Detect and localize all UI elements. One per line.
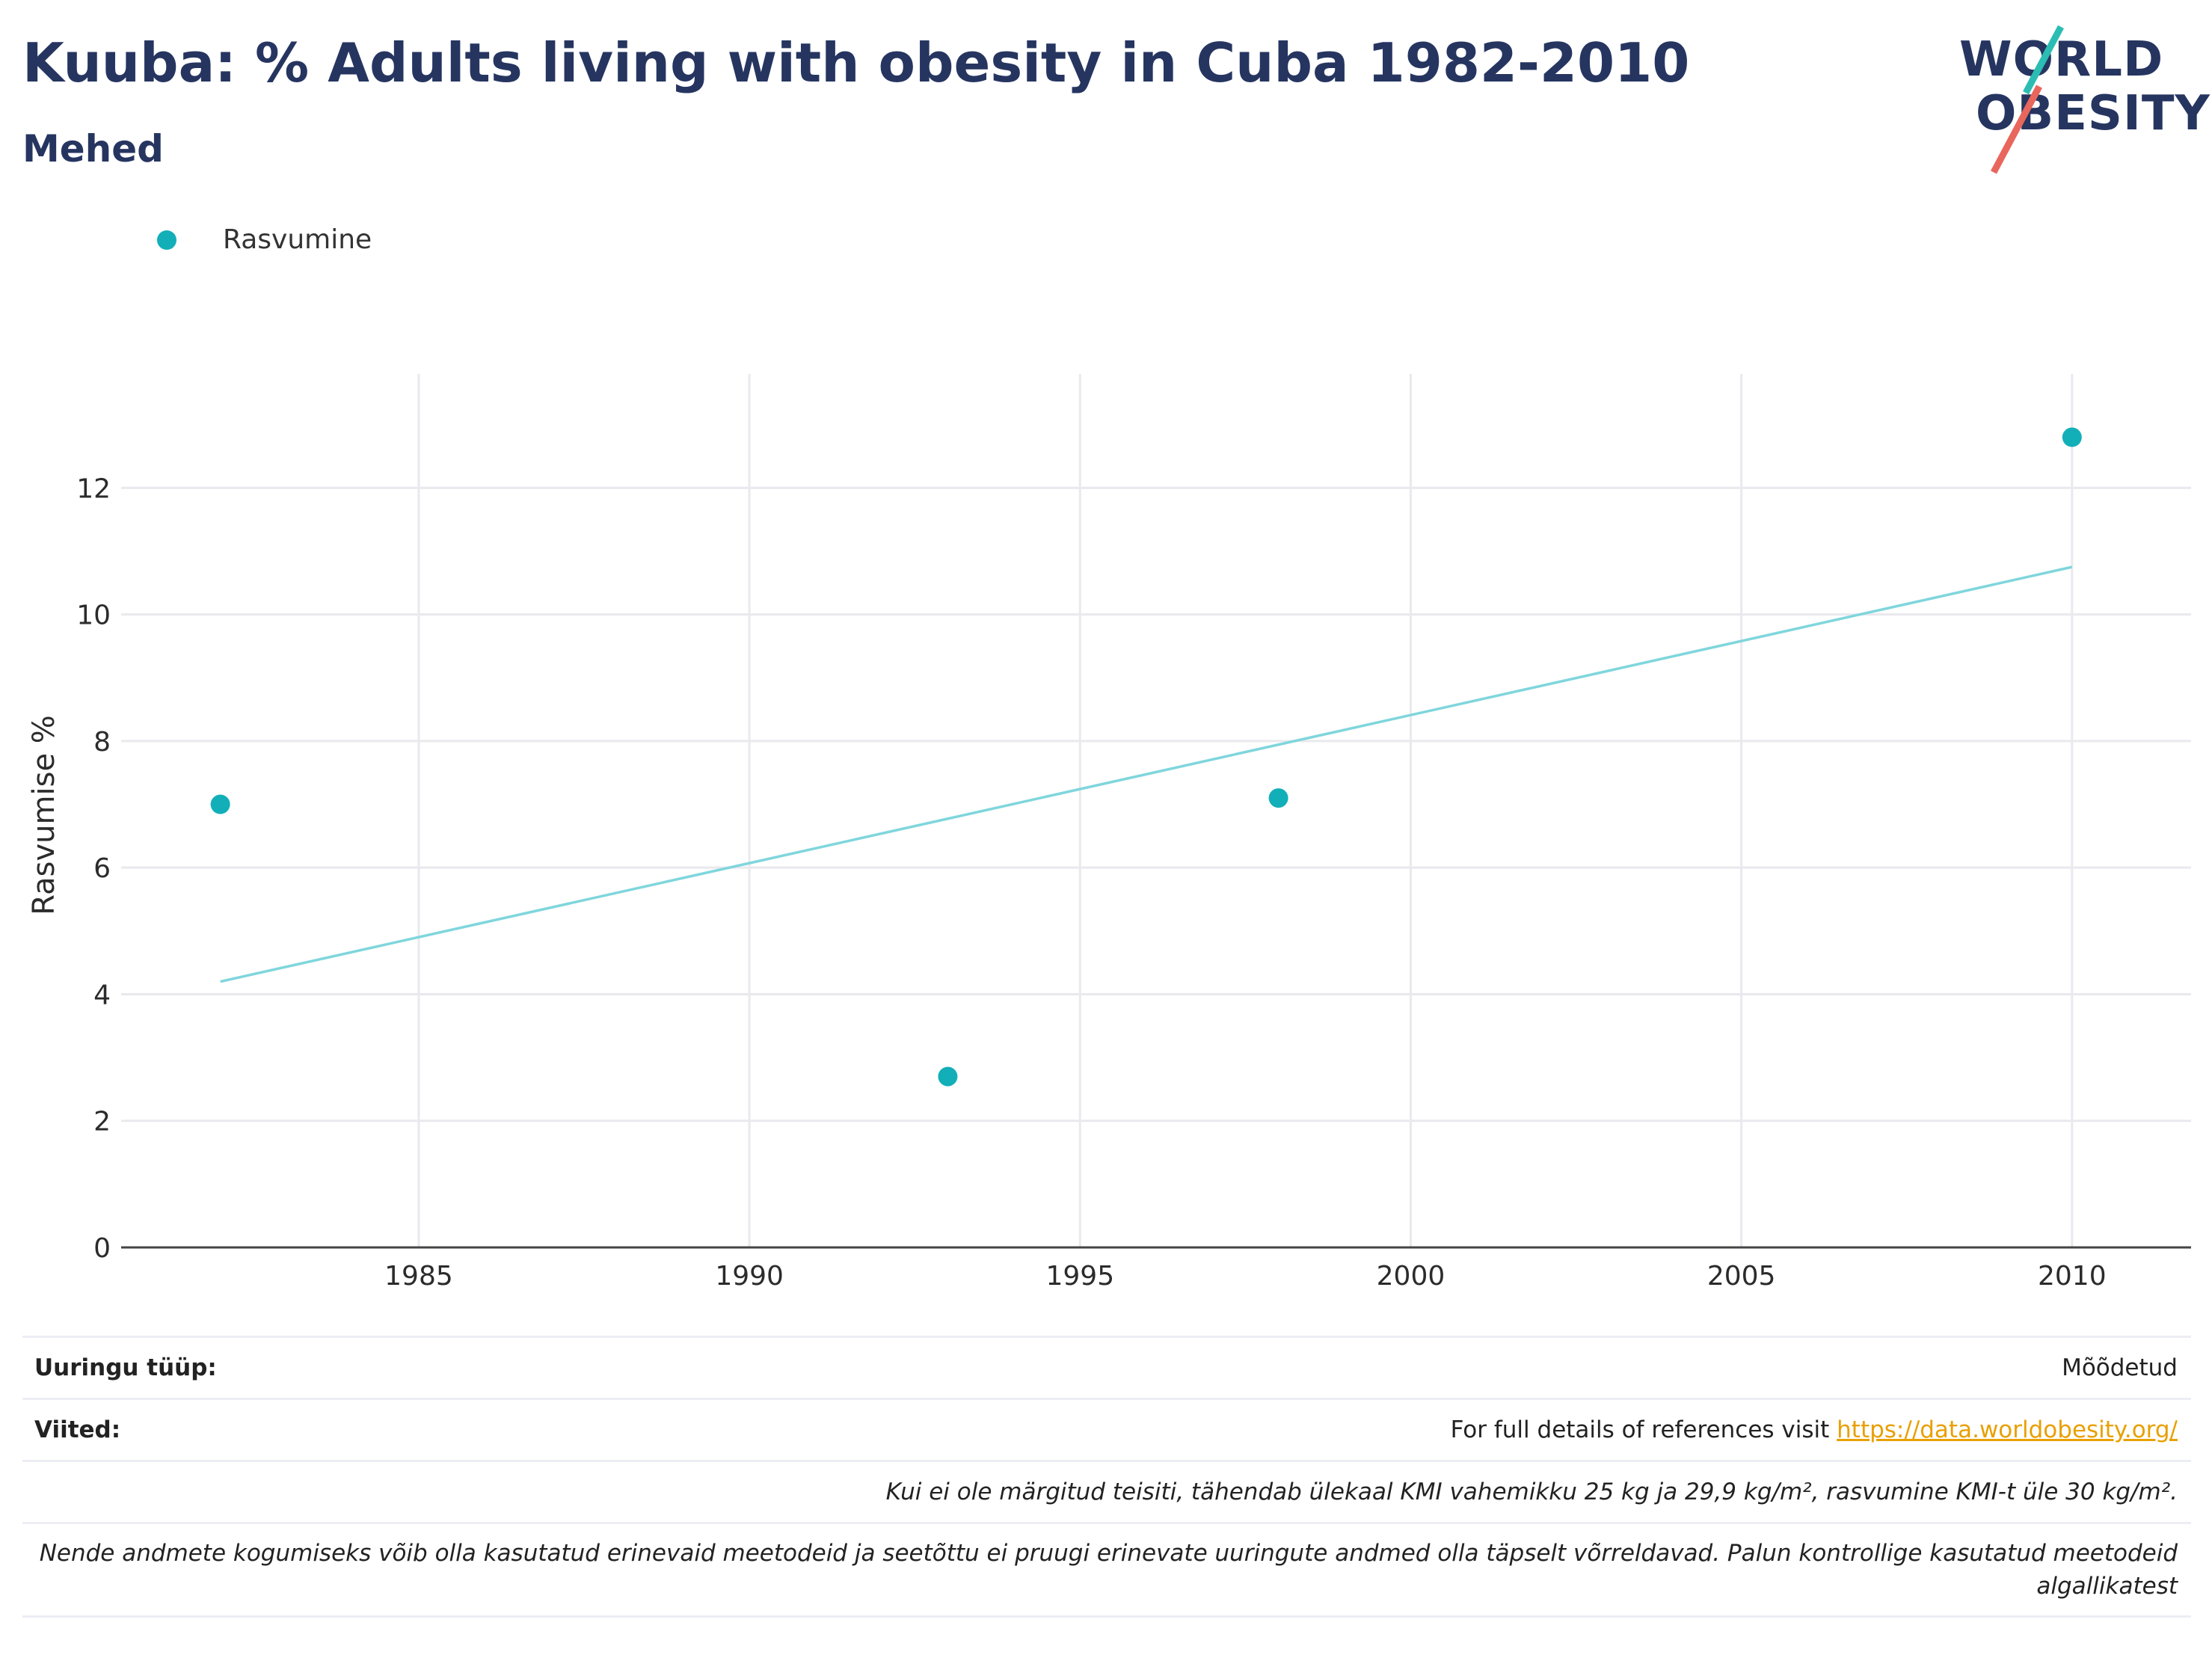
chart-legend[interactable]: Rasvumine	[157, 224, 372, 255]
survey-type-label: Uuringu tüüp:	[34, 1354, 217, 1381]
footer-row-note-methods: Nende andmete kogumiseks võib olla kasut…	[22, 1522, 2191, 1618]
trend-line	[220, 565, 2073, 983]
references-value: For full details of references visit htt…	[1451, 1416, 2178, 1443]
logo-line-world: WORLD	[1959, 32, 2164, 87]
x-tick-label: 2005	[1707, 1261, 1776, 1292]
x-tick-label: 2000	[1377, 1261, 1446, 1292]
trend-layer	[220, 565, 2073, 983]
references-link[interactable]: https://data.worldobesity.org/	[1837, 1416, 2178, 1443]
point-layer	[210, 427, 2082, 1087]
methods-note-line1: Nende andmete kogumiseks võib olla kasut…	[39, 1540, 2178, 1567]
methods-note-line2: algallikatest	[2036, 1573, 2178, 1600]
legend-marker-rasvumine	[157, 230, 176, 250]
methods-note: Nende andmete kogumiseks võib olla kasut…	[40, 1537, 2178, 1603]
chart-subtitle: Mehed	[22, 127, 164, 171]
y-axis-label: Rasvumise %	[27, 715, 61, 915]
grid-layer	[121, 374, 2191, 1247]
footer-row-survey-type: Uuringu tüüp: Mõõdetud	[22, 1336, 2191, 1398]
y-tick-label: 0	[93, 1233, 111, 1264]
data-point-1993[interactable]	[938, 1066, 958, 1087]
chart-svg: 0 2 4 6 8 10 12 1985 1990 1995 2000 2005 2010 Rasvum…	[27, 374, 2191, 1292]
y-tick-label: 12	[76, 473, 111, 504]
x-tick-label: 2010	[2038, 1261, 2107, 1292]
data-point-1998[interactable]	[1268, 788, 1288, 808]
x-tick-label: 1995	[1045, 1261, 1114, 1292]
y-tick-label: 2	[93, 1107, 111, 1137]
y-tick-label: 8	[93, 727, 111, 758]
references-label: Viited:	[34, 1416, 121, 1443]
legend-label-rasvumine: Rasvumine	[223, 224, 372, 255]
y-tick-label: 10	[76, 601, 111, 631]
x-tick-label: 1990	[715, 1261, 784, 1292]
y-tick-label: 4	[93, 980, 111, 1010]
axis-layer: 0 2 4 6 8 10 12 1985 1990 1995 2000 2005 2010	[76, 473, 2191, 1292]
references-text: For full details of references visit	[1450, 1416, 1837, 1443]
y-tick-label: 6	[93, 853, 111, 884]
data-point-1982[interactable]	[210, 794, 230, 814]
x-tick-label: 1985	[384, 1261, 453, 1292]
bmi-note: Kui ei ole märgitud teisiti, tähendab ül…	[885, 1479, 2178, 1505]
footer-row-references: Viited: For full details of references v…	[22, 1398, 2191, 1460]
world-obesity-logo: WORLD OBESITY	[1944, 22, 2210, 174]
data-point-2010[interactable]	[2062, 427, 2082, 447]
survey-type-value: Mõõdetud	[2062, 1354, 2178, 1381]
chart-footer: Uuringu tüüp: Mõõdetud Viited: For full …	[22, 1336, 2191, 1618]
chart-title: Kuuba: % Adults living with obesity in C…	[22, 31, 1690, 94]
footer-row-note-bmi: Kui ei ole märgitud teisiti, tähendab ül…	[22, 1460, 2191, 1522]
